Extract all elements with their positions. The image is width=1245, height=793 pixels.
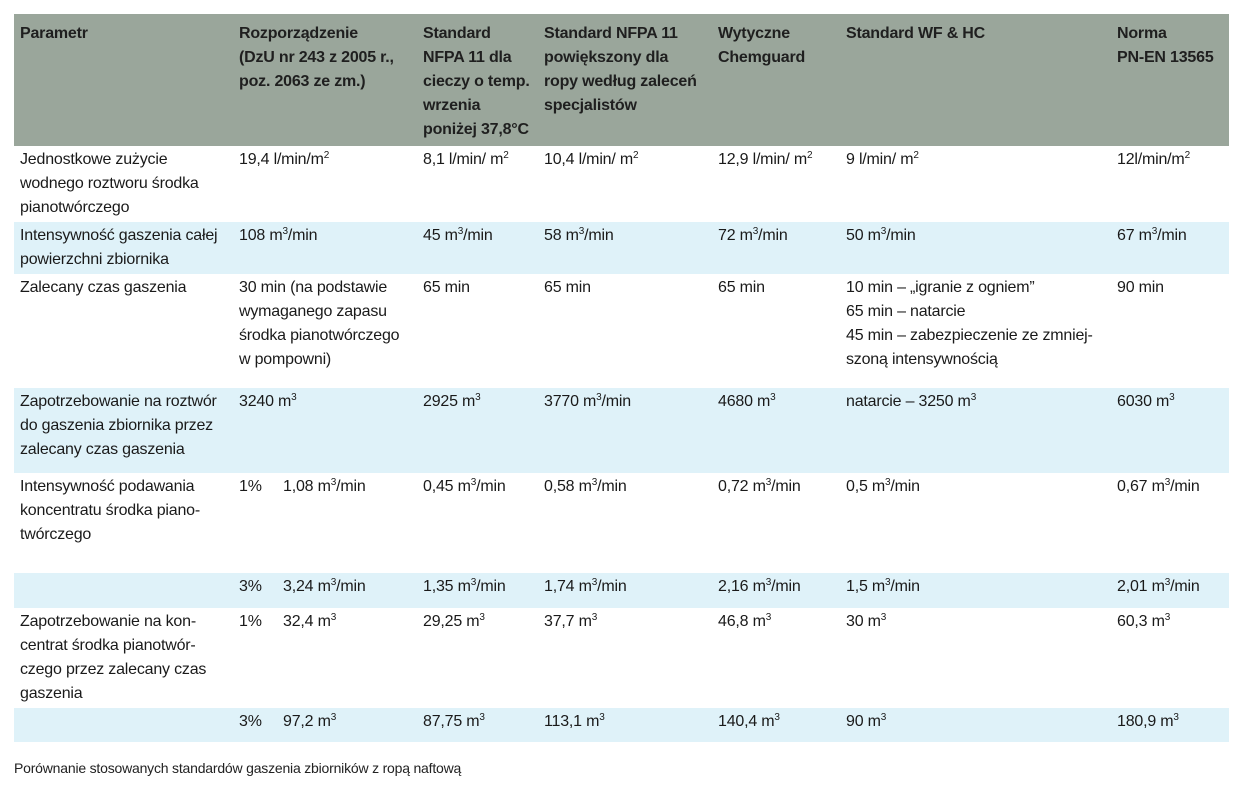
table-cell: 1,5 m3/min	[840, 573, 1111, 608]
table-cell: 90 m3	[840, 708, 1111, 742]
table-cell: 67 m3/min	[1111, 222, 1229, 274]
table-cell: 113,1 m3	[538, 708, 712, 742]
table-cell: 6030 m3	[1111, 388, 1229, 473]
row-param: Zapotrzebowanie na roztwór do gaszenia z…	[14, 388, 233, 473]
table-cell: 140,4 m3	[712, 708, 840, 742]
table-cell: 1% 32,4 m3	[239, 612, 337, 631]
table-row: Intensywność gaszenia całej powierzchni …	[14, 222, 1229, 274]
table-cell: 0,58 m3/min	[544, 477, 627, 496]
table-cell	[14, 573, 233, 608]
table-cell: natarcie – 3250 m3	[840, 388, 1111, 473]
row-param: Jednostkowe zużycie wodnego roztworu śro…	[20, 151, 199, 216]
table-row: 3% 97,2 m3 87,75 m3 113,1 m3 140,4 m3 90 …	[14, 708, 1229, 742]
table-row: Zapotrzebowanie na kon- centrat środka p…	[14, 608, 1229, 708]
table-cell: 19,4 l/min/m2	[239, 150, 330, 169]
table-cell: 108 m3/min	[233, 222, 417, 274]
table-cell: 10 min – „igranie z ogniem” 65 min – nat…	[846, 279, 1093, 368]
table-row: 3% 3,24 m3/min 1,35 m3/min 1,74 m3/min 2,…	[14, 573, 1229, 608]
table-cell: 90 min	[1117, 279, 1164, 296]
table-row: Zapotrzebowanie na roztwór do gaszenia z…	[14, 388, 1229, 473]
table-cell: 87,75 m3	[417, 708, 538, 742]
table-cell: 0,5 m3/min	[846, 477, 920, 496]
row-param: Zalecany czas gaszenia	[20, 279, 187, 296]
table-header: Parametr Rozporządzenie (DzU nr 243 z 20…	[14, 14, 1229, 146]
table-cell: 46,8 m3	[718, 612, 772, 631]
table-cell: 65 min	[423, 279, 470, 296]
comparison-table: Parametr Rozporządzenie (DzU nr 243 z 20…	[14, 14, 1229, 742]
row-param: Zapotrzebowanie na kon- centrat środka p…	[20, 613, 207, 702]
table-cell: 10,4 l/min/ m2	[544, 150, 639, 169]
table-cell: 0,67 m3/min	[1117, 477, 1200, 496]
table-caption: Porównanie stosowanych standardów gaszen…	[14, 760, 462, 776]
table-cell	[14, 708, 233, 742]
table-cell: 180,9 m3	[1111, 708, 1229, 742]
table-cell: 3240 m3	[233, 388, 417, 473]
table-cell: 0,45 m3/min	[423, 477, 506, 496]
table-cell: 1,74 m3/min	[538, 573, 712, 608]
table-cell: 3% 3,24 m3/min	[233, 573, 417, 608]
header-wf-hc: Standard WF & HC	[840, 14, 1111, 146]
table-cell: 8,1 l/min/ m2	[423, 150, 509, 169]
table-cell: 1% 1,08 m3/min	[239, 477, 366, 496]
table-cell: 30 m3	[846, 612, 887, 631]
table-cell: 3% 97,2 m3	[233, 708, 417, 742]
table-cell: 12,9 l/min/ m2	[718, 150, 813, 169]
header-parametr: Parametr	[14, 14, 233, 146]
table-cell: 4680 m3	[712, 388, 840, 473]
table-cell: 65 min	[544, 279, 591, 296]
table-cell: 1,35 m3/min	[417, 573, 538, 608]
table-cell: 0,72 m3/min	[718, 477, 801, 496]
table-cell: 12l/min/m2	[1117, 150, 1190, 169]
table-cell: 30 min (na podstawie wymaganego zapasu ś…	[239, 279, 400, 368]
header-rozporzadzenie: Rozporządzenie (DzU nr 243 z 2005 r., po…	[233, 14, 417, 146]
table-cell: 2,16 m3/min	[712, 573, 840, 608]
header-nfpa11-extended: Standard NFPA 11 powiększony dla ropy we…	[538, 14, 712, 146]
header-pn-en: Norma PN-EN 13565	[1111, 14, 1229, 146]
table-cell: 2,01 m3/min	[1111, 573, 1229, 608]
comparison-table-container: Parametr Rozporządzenie (DzU nr 243 z 20…	[14, 14, 1229, 742]
table-row: Zalecany czas gaszenia 30 min (na podsta…	[14, 274, 1229, 388]
table-cell: 65 min	[718, 279, 765, 296]
header-chemguard: Wytyczne Chemguard	[712, 14, 840, 146]
table-cell: 58 m3/min	[538, 222, 712, 274]
table-row: Intensywność podawania koncentratu środk…	[14, 473, 1229, 573]
row-param: Intensywność gaszenia całej powierzchni …	[14, 222, 233, 274]
table-cell: 37,7 m3	[544, 612, 598, 631]
table-cell: 9 l/min/ m2	[846, 150, 919, 169]
table-cell: 3770 m3/min	[538, 388, 712, 473]
table-cell: 45 m3/min	[417, 222, 538, 274]
table-cell: 60,3 m3	[1117, 612, 1171, 631]
table-cell: 50 m3/min	[840, 222, 1111, 274]
table-row: Jednostkowe zużycie wodnego roztworu śro…	[14, 146, 1229, 222]
table-cell: 29,25 m3	[423, 612, 485, 631]
table-cell: 2925 m3	[417, 388, 538, 473]
table-cell: 72 m3/min	[712, 222, 840, 274]
header-nfpa11: Standard NFPA 11 dla cieczy o temp. wrze…	[417, 14, 538, 146]
row-param: Intensywność podawania koncentratu środk…	[20, 478, 201, 543]
